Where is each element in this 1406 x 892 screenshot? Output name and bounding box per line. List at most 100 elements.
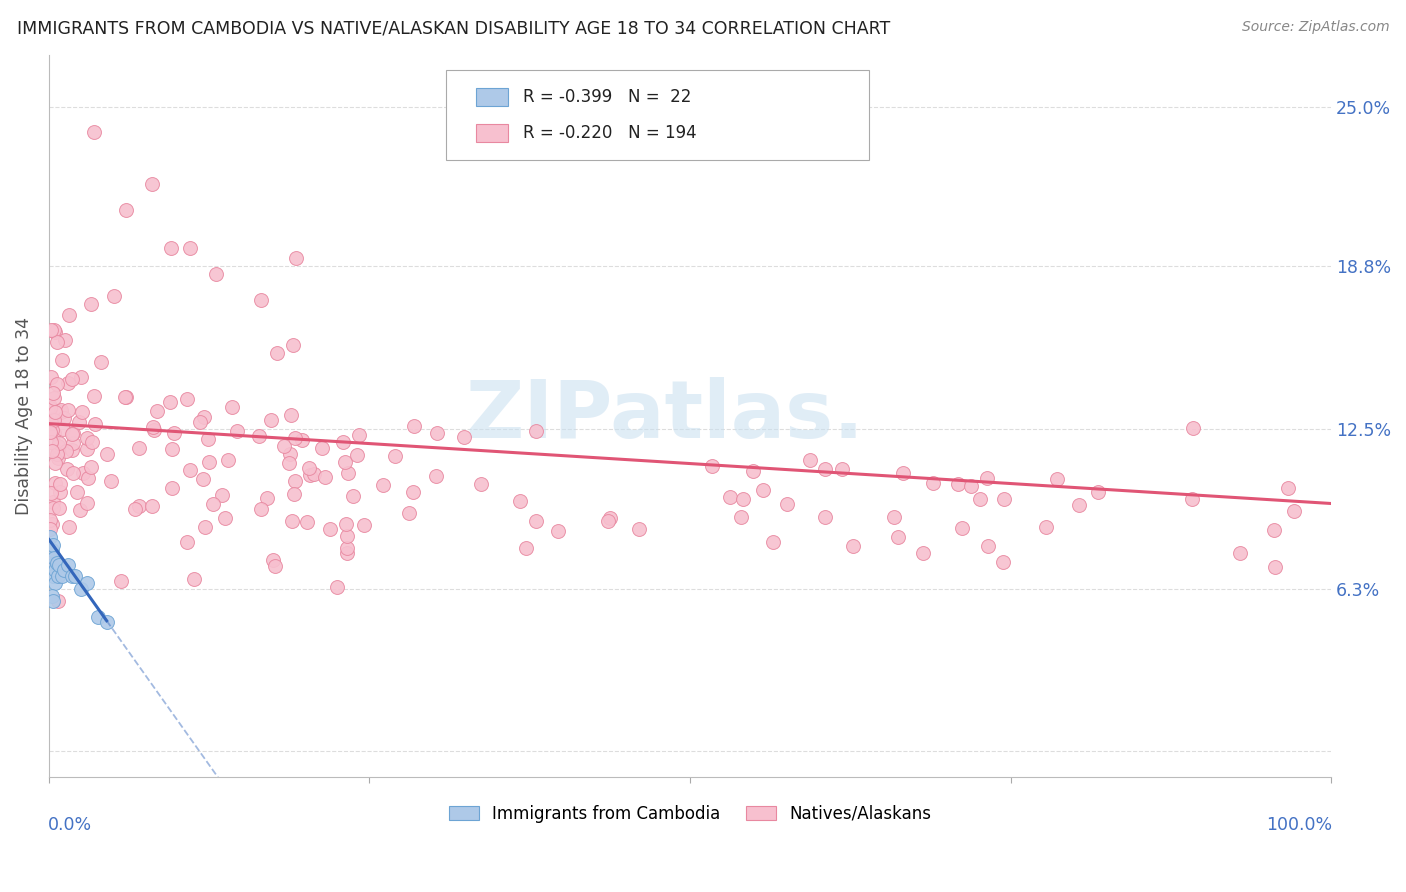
- Point: [176, 392, 198, 406]
- Point: [353, 518, 375, 533]
- Point: [976, 471, 998, 485]
- Point: [39, 323, 62, 337]
- Point: [128, 500, 150, 514]
- Point: [221, 400, 243, 414]
- Point: [56, 376, 79, 391]
- Point: [41, 589, 63, 603]
- Point: [49, 403, 72, 417]
- Point: [41, 423, 63, 437]
- Point: [335, 516, 357, 531]
- Point: [45, 447, 67, 461]
- Point: [83, 389, 105, 403]
- Point: [273, 439, 295, 453]
- Point: [44, 412, 66, 426]
- Point: [402, 484, 425, 499]
- Point: [278, 457, 301, 471]
- Point: [39, 530, 62, 544]
- Point: [39, 370, 62, 384]
- Text: Source: ZipAtlas.com: Source: ZipAtlas.com: [1241, 20, 1389, 34]
- Point: [142, 423, 165, 437]
- Point: [281, 514, 304, 528]
- Point: [96, 615, 118, 629]
- Point: [53, 564, 76, 578]
- Point: [402, 419, 425, 434]
- Point: [332, 434, 354, 449]
- Point: [42, 385, 65, 400]
- Point: [1263, 523, 1285, 537]
- Point: [42, 538, 65, 552]
- Point: [51, 568, 73, 582]
- Point: [56, 461, 79, 475]
- Point: [48, 558, 70, 573]
- Point: [58, 520, 80, 534]
- Y-axis label: Disability Age 18 to 34: Disability Age 18 to 34: [15, 317, 32, 515]
- Bar: [475, 88, 508, 106]
- Point: [41, 443, 63, 458]
- Point: [509, 493, 531, 508]
- Point: [325, 580, 347, 594]
- Point: [311, 441, 333, 455]
- Point: [76, 496, 98, 510]
- Point: [67, 415, 90, 429]
- Point: [314, 470, 336, 484]
- Point: [60, 427, 83, 442]
- Point: [731, 491, 754, 506]
- Point: [49, 476, 72, 491]
- Point: [278, 447, 301, 461]
- Point: [141, 500, 163, 514]
- Point: [44, 576, 66, 591]
- Text: IMMIGRANTS FROM CAMBODIA VS NATIVE/ALASKAN DISABILITY AGE 18 TO 34 CORRELATION C: IMMIGRANTS FROM CAMBODIA VS NATIVE/ALASK…: [17, 20, 890, 37]
- Point: [39, 425, 62, 439]
- Point: [42, 568, 65, 582]
- Point: [49, 405, 72, 419]
- Point: [921, 475, 943, 490]
- Point: [425, 468, 447, 483]
- Point: [333, 455, 356, 469]
- Point: [46, 334, 69, 349]
- Point: [547, 524, 569, 538]
- Point: [1067, 498, 1090, 512]
- Point: [214, 511, 236, 525]
- Point: [44, 476, 66, 491]
- Point: [700, 458, 723, 473]
- Point: [398, 506, 420, 520]
- Point: [524, 514, 547, 528]
- Point: [46, 376, 69, 391]
- Point: [77, 471, 100, 485]
- Point: [115, 202, 138, 217]
- Point: [141, 177, 163, 191]
- Point: [44, 564, 66, 578]
- Point: [48, 501, 70, 516]
- Point: [991, 555, 1014, 569]
- Point: [60, 568, 83, 582]
- Point: [193, 472, 215, 486]
- Point: [1182, 421, 1205, 435]
- Point: [55, 444, 77, 458]
- Point: [44, 325, 66, 339]
- Point: [42, 426, 65, 441]
- Point: [262, 552, 284, 566]
- Point: [69, 503, 91, 517]
- Point: [70, 582, 93, 596]
- Point: [993, 491, 1015, 506]
- Point: [179, 241, 201, 255]
- Point: [82, 434, 104, 449]
- Point: [44, 323, 66, 337]
- Point: [76, 576, 98, 591]
- Point: [86, 610, 108, 624]
- Point: [39, 522, 62, 536]
- Point: [63, 568, 86, 582]
- Point: [72, 466, 94, 480]
- Point: [1087, 484, 1109, 499]
- Point: [42, 391, 65, 405]
- Point: [160, 442, 183, 457]
- Point: [284, 431, 307, 445]
- Point: [48, 436, 70, 450]
- Point: [41, 435, 63, 450]
- Point: [42, 551, 65, 566]
- Point: [96, 447, 118, 461]
- Point: [298, 460, 321, 475]
- Point: [336, 546, 359, 560]
- Point: [1264, 560, 1286, 574]
- Point: [298, 467, 321, 482]
